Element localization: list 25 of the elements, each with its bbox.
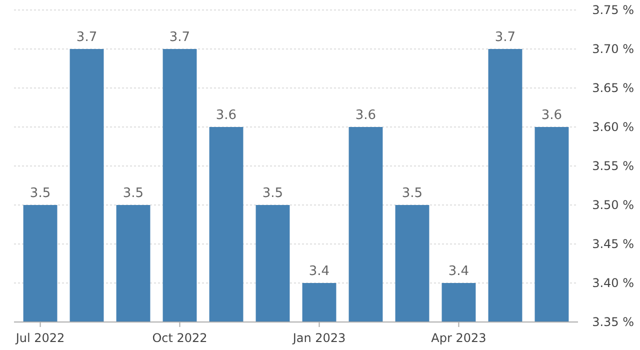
x-tick-label: Oct 2022 xyxy=(152,331,208,345)
y-tick-label: 3.70 % xyxy=(592,42,634,56)
y-tick-label: 3.45 % xyxy=(592,237,634,252)
x-tick-label: Jul 2022 xyxy=(14,331,65,345)
data-label: 3.5 xyxy=(122,186,144,201)
data-label: 3.5 xyxy=(30,186,51,201)
data-label: 3.6 xyxy=(355,108,376,123)
data-label: 3.5 xyxy=(402,186,423,201)
data-label: 3.6 xyxy=(216,108,237,123)
x-tick-label: Apr 2023 xyxy=(431,331,486,345)
data-label: 3.4 xyxy=(448,264,470,279)
y-tick-label: 3.60 % xyxy=(592,120,634,134)
data-label: 3.5 xyxy=(262,186,284,201)
data-label: 3.7 xyxy=(494,30,516,45)
data-label: 3.7 xyxy=(76,30,98,45)
y-tick-label: 3.75 % xyxy=(592,3,634,18)
data-label: 3.4 xyxy=(308,264,330,279)
x-tick-label: Jan 2023 xyxy=(292,331,346,345)
data-label: 3.7 xyxy=(169,30,190,45)
y-tick-label: 3.35 % xyxy=(592,315,634,330)
y-tick-label: 3.65 % xyxy=(592,81,634,96)
y-tick-label: 3.40 % xyxy=(592,276,634,290)
y-tick-label: 3.50 % xyxy=(592,198,634,212)
data-label: 3.6 xyxy=(541,108,562,123)
y-tick-label: 3.55 % xyxy=(592,159,634,174)
